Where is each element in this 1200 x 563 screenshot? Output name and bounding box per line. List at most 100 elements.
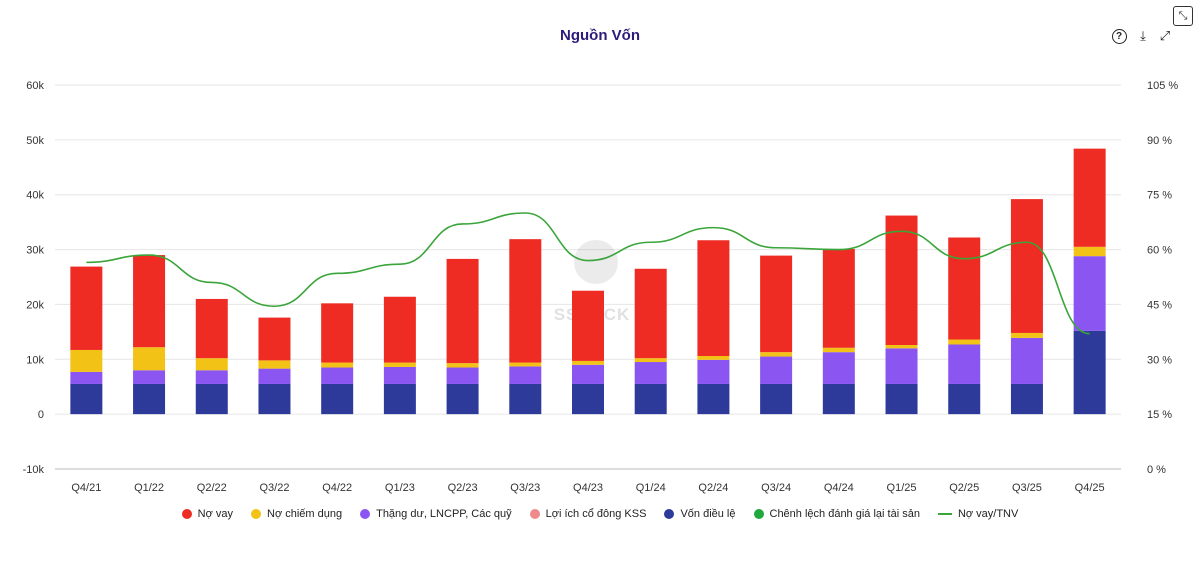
y-right-tick-label: 45 % — [1147, 299, 1172, 311]
bar-segment — [383, 296, 416, 363]
bar-segment — [195, 383, 228, 415]
legend-swatch — [360, 509, 371, 519]
bar-segment — [446, 363, 479, 368]
bar-segment — [948, 339, 981, 345]
chart-legend: Nợ vay Nợ chiếm dụng Thặng dư, LNCPP, Các … — [0, 508, 1200, 520]
bar-segment — [1010, 337, 1043, 384]
y-right-tick-label: 75 % — [1147, 190, 1172, 202]
bar-segment — [70, 349, 103, 372]
legend-item[interactable]: Thặng dư, LNCPP, Các quỹ — [360, 508, 512, 520]
x-tick-label: Q3/22 — [259, 482, 289, 494]
bar-segment — [885, 383, 918, 415]
bar-segment — [572, 290, 604, 361]
bar-segment — [258, 383, 291, 415]
legend-label: Thặng dư, LNCPP, Các quỹ — [376, 508, 512, 520]
legend-label: Lợi ích cổ đông KSS — [545, 508, 647, 520]
y-right-tick-label: 105 % — [1147, 80, 1178, 92]
y-left-tick-label: 0 — [38, 409, 44, 421]
legend-swatch — [529, 509, 540, 519]
bar-segment — [760, 383, 793, 415]
bar-segment — [634, 362, 667, 384]
x-tick-label: Q2/23 — [448, 482, 478, 494]
bar-segment — [133, 347, 166, 371]
bar-segment — [509, 366, 542, 384]
bar-segment — [634, 268, 667, 359]
y-left-tick-label: 50k — [26, 135, 44, 147]
y-right-tick-label: 90 % — [1147, 135, 1172, 147]
bar-segment — [70, 383, 103, 415]
bar-segment — [1010, 199, 1043, 333]
bar-segment — [70, 371, 103, 384]
bar-segment — [885, 348, 918, 384]
bar-segment — [446, 258, 479, 364]
y-left-tick-label: -10k — [23, 464, 45, 476]
legend-item[interactable]: Nợ chiếm dụng — [251, 508, 342, 520]
x-tick-label: Q3/25 — [1012, 482, 1042, 494]
bar-segment — [195, 370, 228, 384]
collapse-icon[interactable]: ⤡ — [1173, 6, 1193, 26]
legend-item[interactable]: Lợi ích cổ đông KSS — [529, 508, 647, 520]
bar-segment — [1010, 332, 1043, 338]
bar-segment — [321, 362, 354, 368]
bar-segment — [948, 383, 981, 415]
legend-label: Chênh lệch đánh giá lại tài sản — [769, 508, 920, 520]
bar-segment — [1073, 256, 1106, 331]
legend-item[interactable]: Nợ vay/TNV — [937, 508, 1018, 520]
x-tick-label: Q4/25 — [1075, 482, 1105, 494]
legend-label: Nợ vay — [197, 508, 233, 520]
legend-item[interactable]: Chênh lệch đánh giá lại tài sản — [753, 508, 920, 520]
bar-segment — [70, 266, 103, 350]
bar-segment — [634, 358, 667, 363]
bar-segment — [258, 368, 291, 384]
x-tick-label: Q1/22 — [134, 482, 164, 494]
legend-item[interactable]: Vốn điều lệ — [664, 508, 736, 520]
bar-segment — [822, 383, 855, 415]
bar-segment — [885, 215, 918, 346]
y-left-tick-label: 30k — [26, 245, 44, 257]
y-left-tick-label: 10k — [26, 354, 44, 366]
bar-segment — [885, 345, 918, 349]
bar-segment — [760, 352, 793, 357]
help-circle-icon[interactable]: ? — [1109, 26, 1129, 46]
bar-segment — [509, 383, 542, 415]
bar-segment — [572, 383, 604, 415]
y-right-tick-label: 0 % — [1147, 464, 1166, 476]
x-tick-label: Q3/23 — [510, 482, 540, 494]
bar-segment — [1073, 330, 1106, 415]
legend-swatch — [251, 509, 261, 519]
x-tick-label: Q1/25 — [887, 482, 917, 494]
bar-segment — [133, 370, 166, 384]
bar-segment — [760, 356, 793, 384]
x-tick-label: Q4/21 — [71, 482, 101, 494]
bar-segment — [195, 358, 228, 371]
legend-item[interactable]: Nợ vay — [181, 508, 233, 520]
legend-swatch — [664, 509, 675, 519]
x-tick-label: Q4/22 — [322, 482, 352, 494]
bar-segment — [446, 367, 479, 384]
bar-segment — [1073, 246, 1106, 257]
download-icon[interactable]: ⤓ — [1140, 28, 1146, 43]
chart-title: Nguồn Vốn — [560, 27, 640, 44]
bar-segment — [321, 303, 354, 363]
bar-segment — [697, 359, 730, 384]
x-tick-label: Q1/24 — [636, 482, 666, 494]
expand-icon[interactable]: ⤢ — [1159, 28, 1171, 43]
x-tick-label: Q2/22 — [197, 482, 227, 494]
bar-segment — [383, 362, 416, 367]
legend-label: Vốn điều lệ — [680, 508, 736, 520]
bar-segment — [509, 362, 542, 367]
legend-swatch — [753, 509, 764, 519]
bar-segment — [446, 383, 479, 415]
x-tick-label: Q1/23 — [385, 482, 415, 494]
bar-segment — [133, 383, 166, 415]
x-tick-label: Q4/24 — [824, 482, 854, 494]
bar-segment — [697, 355, 730, 360]
legend-swatch — [181, 509, 192, 519]
bar-segment — [634, 383, 667, 415]
bar-segment — [822, 352, 855, 384]
bar-segment — [948, 344, 981, 384]
bar-segment — [822, 347, 855, 353]
y-left-tick-label: 60k — [26, 80, 44, 92]
series-line — [86, 212, 1090, 335]
bar-segment — [1073, 148, 1106, 247]
